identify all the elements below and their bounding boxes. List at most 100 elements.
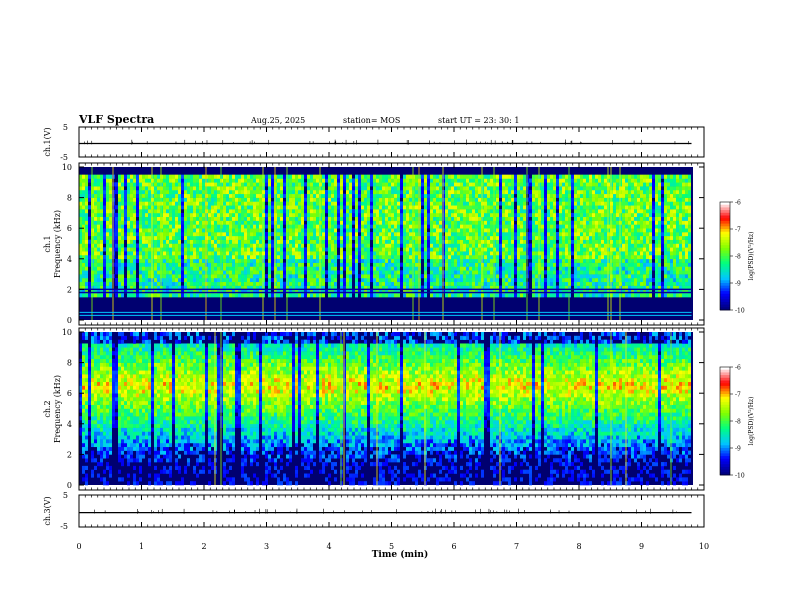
ch1-spectrogram-cell (121, 281, 124, 286)
ch1-spectrogram-cell (346, 205, 349, 210)
ch1-spectrogram-cell (241, 266, 244, 271)
ch1-spectrogram-cell (238, 186, 241, 191)
ch1-spectrogram-cell (472, 285, 475, 290)
ch1-spectrogram-cell (82, 293, 85, 298)
ch1-spectrogram-cell (304, 247, 307, 252)
ch1-spectrogram-cell (475, 189, 478, 195)
ch1-spectrogram-cell (223, 254, 226, 260)
ch1-spectrogram-cell (193, 258, 196, 263)
ch1-spectrogram-cell (547, 178, 550, 183)
ch1-spectrogram-cell (100, 239, 103, 244)
ch1-spectrogram-cell (166, 182, 169, 187)
ch1-spectrogram-cell (469, 189, 472, 195)
ch1-spectrogram-cell (196, 254, 199, 260)
ch1-spectrogram-cell (355, 216, 358, 221)
ch1-spectrogram-cell (424, 189, 427, 195)
ch1-spectrogram-cell (442, 270, 445, 275)
ch1-spectrogram-cell (331, 251, 334, 256)
ch1-spectrogram-cell (541, 220, 544, 225)
ch1-spectrogram-cell (436, 293, 439, 298)
ch1-spectrogram-cell (454, 209, 457, 214)
ch1-spectrogram-cell (493, 293, 496, 298)
ch1-spectrogram-cell (97, 224, 100, 229)
ch1-spectrogram-cell (352, 228, 355, 233)
ch1-spectrogram-cell (544, 174, 547, 179)
ch1-spectrogram-cell (292, 247, 295, 252)
ch1-spectrogram-cell (196, 224, 199, 229)
ch1-spectrogram-cell (340, 285, 343, 290)
ch1-spectrogram-cell (373, 216, 376, 221)
ch1-spectrogram-cell (178, 228, 181, 233)
ch1-spectrogram-cell (454, 251, 457, 256)
ch1-spectrogram-cell (133, 197, 136, 202)
ch1-spectrogram-cell (280, 285, 283, 290)
ch1-spectrogram-cell (505, 189, 508, 195)
ch1-spectrogram-cell (217, 289, 220, 294)
ch1-spectrogram-cell (301, 209, 304, 214)
ch1-spectrogram-cell (373, 254, 376, 260)
ch1-spectrogram-cell (205, 285, 208, 290)
ch1-spectrogram-cell (553, 216, 556, 221)
ch1-spectrogram-cell (358, 186, 361, 191)
ch1-spectrogram-cell (487, 186, 490, 191)
ch1-spectrogram-cell (535, 232, 538, 237)
ch1-spectrogram-cell (184, 205, 187, 210)
ch1-spectrogram-cell (454, 239, 457, 244)
ch1-spectrogram-cell (160, 205, 163, 210)
ch1-spectrogram-cell (334, 289, 337, 294)
ch1-spectrogram-cell (280, 228, 283, 233)
ch1-spectrogram-cell (391, 228, 394, 233)
ch1-spectrogram-cell (277, 228, 280, 233)
ch1-spectrogram-cell (421, 224, 424, 229)
ch1-spectrogram-cell (118, 209, 121, 214)
ch1-spectrogram-cell (142, 289, 145, 294)
ch1-spectrogram-cell (523, 220, 526, 225)
ch1-spectrogram-cell (124, 251, 127, 256)
ch1-spectrogram-cell (202, 178, 205, 183)
ch1-spectrogram-cell (133, 220, 136, 225)
ch1-spectrogram-cell (472, 251, 475, 256)
ch1-spectrogram-cell (187, 201, 190, 206)
ch1-spectrogram-cell (82, 189, 85, 195)
ch1-spectrogram-cell (130, 251, 133, 256)
ch1-spectrogram-cell (355, 224, 358, 229)
ch1-spectrogram-cell (343, 216, 346, 221)
ch1-spectrogram-cell (295, 201, 298, 206)
ch1-spectrogram-cell (265, 251, 268, 256)
ch1-spectrogram-cell (457, 189, 460, 195)
ch1-spectrogram-cell (391, 193, 394, 198)
ch1-spectrogram-cell (262, 266, 265, 271)
ch1-spectrogram-cell (202, 251, 205, 256)
ch1-spectrogram-cell (175, 220, 178, 225)
ch1-spectrogram-cell (82, 228, 85, 233)
ch1-spectrogram-cell (190, 281, 193, 286)
ch1-spectrogram-cell (457, 186, 460, 191)
ch1-spectrogram-cell (448, 243, 451, 248)
ch1-spectrogram-cell (127, 232, 130, 237)
ch1-spectrogram-cell (268, 212, 271, 218)
ch1-spectrogram-cell (379, 193, 382, 198)
ch1-spectrogram-cell (115, 232, 118, 237)
ch1-spectrogram-cell (181, 274, 184, 279)
ch1-spectrogram-cell (328, 251, 331, 256)
ch1-spectrogram-cell (460, 270, 463, 275)
ch1-spectrogram-cell (223, 285, 226, 290)
ch1-spectrogram-cell (163, 201, 166, 206)
ch1-spectrogram-cell (280, 270, 283, 275)
ch1-spectrogram-cell (295, 258, 298, 263)
ch1-spectrogram-cell (517, 258, 520, 263)
ch1-spectrogram-cell (124, 174, 127, 179)
ch1-spectrogram-cell (106, 239, 109, 244)
ch1-spectrogram-cell (196, 239, 199, 244)
ch1-spectrogram-cell (85, 209, 88, 214)
ch1-spectrogram-cell (460, 186, 463, 191)
ch1-spectrogram-cell (235, 205, 238, 210)
ch1-spectrogram-cell (544, 285, 547, 290)
ch1-spectrogram-cell (205, 277, 208, 283)
ch1-spectrogram-cell (484, 186, 487, 191)
ch1-spectrogram-cell (328, 289, 331, 294)
ch1-spectrogram-cell (391, 201, 394, 206)
ch1-spectrogram-cell (211, 266, 214, 271)
ch1-spectrogram-cell (520, 197, 523, 202)
ch1-spectrogram-cell (265, 289, 268, 294)
